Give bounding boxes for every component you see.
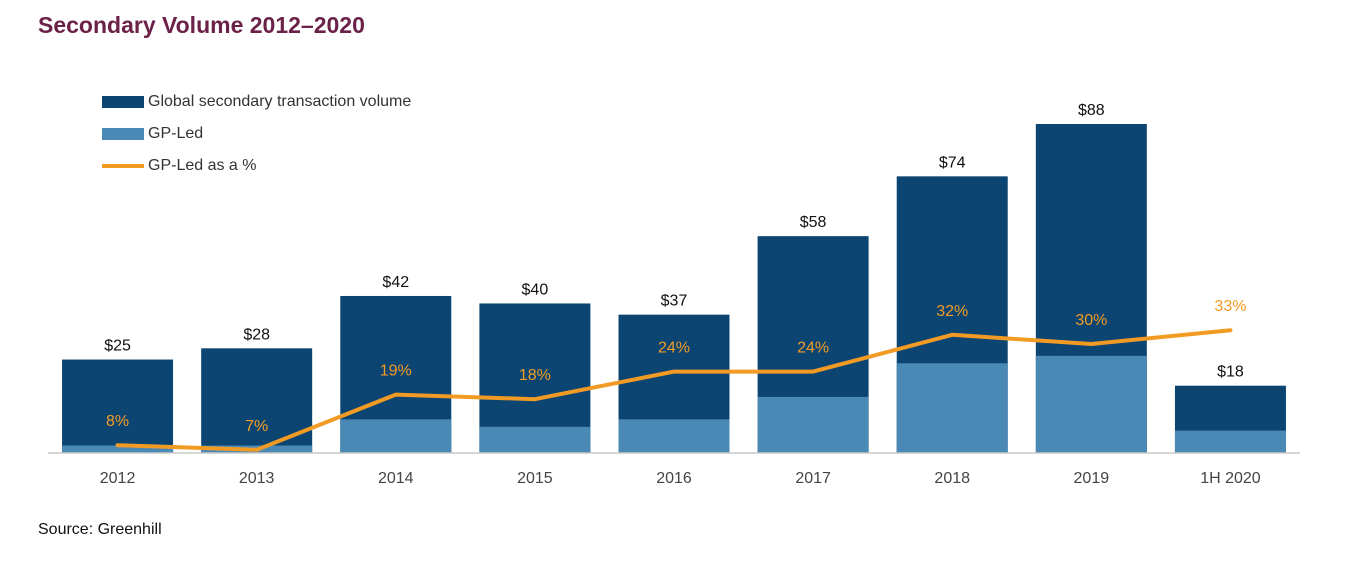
x-tick-label: 2014 (378, 470, 414, 487)
data-label-total: $28 (243, 326, 270, 343)
data-label-gp-led-pct: 33% (1214, 298, 1246, 315)
data-label-gp-led-pct: 24% (658, 340, 690, 357)
data-label-total: $40 (522, 281, 549, 298)
data-label-gp-led-pct: 19% (380, 363, 412, 380)
x-tick-label: 2019 (1074, 470, 1110, 487)
bar-total (201, 348, 313, 453)
chart-title: Secondary Volume 2012–2020 (38, 12, 365, 38)
bar-gp-led (62, 445, 174, 453)
legend-item-gp-led-pct: GP-Led as a % (102, 150, 411, 182)
data-label-gp-led-pct: 32% (936, 303, 968, 320)
legend-label-total: Global secondary transaction volume (148, 93, 412, 110)
bar-gp-led (340, 419, 452, 453)
legend-swatch-total (102, 96, 144, 108)
data-label-total: $88 (1078, 102, 1105, 119)
x-tick-label: 2018 (934, 470, 970, 487)
data-label-gp-led-pct: 8% (106, 413, 129, 430)
data-label-gp-led-pct: 18% (519, 367, 551, 384)
legend: Global secondary transaction volume GP-L… (102, 86, 411, 182)
x-tick-label: 2013 (239, 470, 275, 487)
source-note: Source: Greenhill (38, 521, 162, 538)
bar-gp-led (1035, 355, 1147, 453)
legend-label-gp-led: GP-Led (148, 125, 204, 142)
legend-label-gp-led-pct: GP-Led as a % (148, 157, 257, 174)
x-tick-label: 2017 (795, 470, 831, 487)
bar-total (62, 359, 174, 453)
data-label-total: $58 (800, 214, 827, 231)
data-label-total: $18 (1217, 364, 1244, 381)
legend-swatch-gp-led (102, 128, 144, 140)
series-line-gp-led-pct (115, 328, 1233, 452)
x-tick-label: 2016 (656, 470, 692, 487)
data-label-total: $37 (661, 293, 688, 310)
bar-gp-led (618, 419, 730, 453)
data-label-total: $25 (104, 338, 131, 355)
data-label-total: $74 (939, 154, 966, 171)
x-tick-label: 2015 (517, 470, 553, 487)
x-tick-label: 1H 2020 (1200, 470, 1261, 487)
bar-gp-led (479, 426, 591, 453)
legend-item-gp-led: GP-Led (102, 118, 411, 150)
legend-swatch-gp-led-pct (102, 164, 144, 168)
data-label-gp-led-pct: 7% (245, 418, 268, 435)
data-label-gp-led-pct: 24% (797, 340, 829, 357)
data-label-gp-led-pct: 30% (1075, 312, 1107, 329)
bar-gp-led (1174, 430, 1286, 453)
bar-gp-led (757, 396, 869, 453)
x-tick-label: 2012 (100, 470, 136, 487)
legend-item-total: Global secondary transaction volume (102, 86, 411, 118)
data-label-total: $42 (382, 274, 409, 291)
bar-gp-led (896, 363, 1008, 453)
